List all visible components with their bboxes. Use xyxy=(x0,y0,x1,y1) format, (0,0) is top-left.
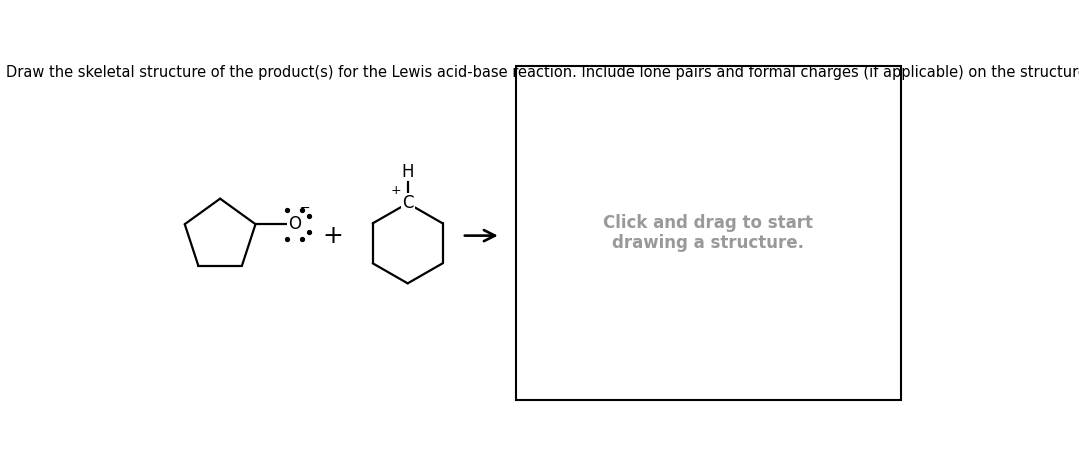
Text: C: C xyxy=(401,195,413,212)
Text: Draw the skeletal structure of the product(s) for the Lewis acid-base reaction. : Draw the skeletal structure of the produ… xyxy=(6,65,1079,79)
Text: H: H xyxy=(401,164,414,182)
Text: −: − xyxy=(300,202,311,215)
Text: O: O xyxy=(288,215,301,233)
Text: +: + xyxy=(322,224,343,248)
Text: Click and drag to start
drawing a structure.: Click and drag to start drawing a struct… xyxy=(603,213,814,252)
Text: +: + xyxy=(391,184,401,197)
Bar xyxy=(516,66,901,400)
